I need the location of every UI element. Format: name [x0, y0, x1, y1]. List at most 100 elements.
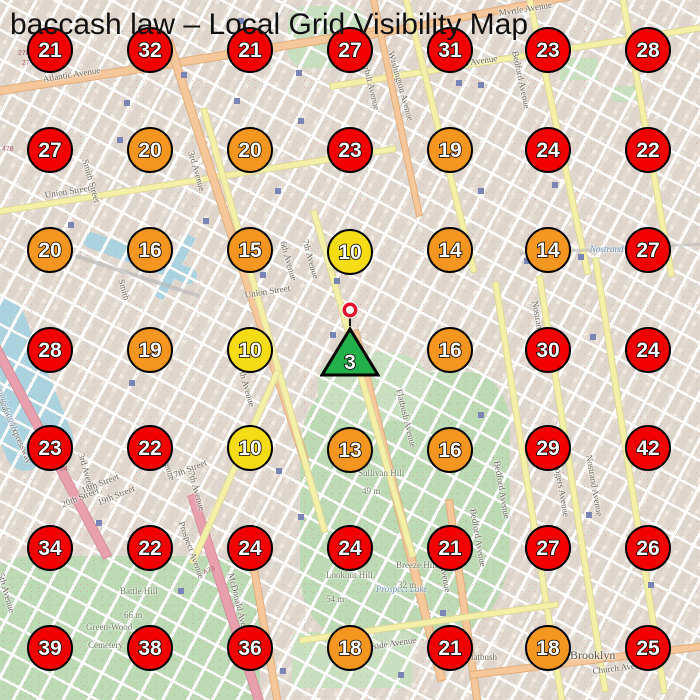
map-label: Brooklyn	[570, 648, 616, 662]
map-label: 478	[2, 146, 14, 153]
map-label: Green-Wood	[86, 622, 133, 632]
grid-marker[interactable]: 20	[227, 127, 273, 173]
grid-marker[interactable]: 16	[127, 227, 173, 273]
grid-marker[interactable]: 22	[127, 525, 173, 571]
transit-node	[478, 82, 484, 88]
grid-marker-value: 16	[138, 238, 163, 262]
grid-marker-value: 20	[238, 138, 263, 162]
grid-marker[interactable]: 14	[525, 227, 571, 273]
grid-marker[interactable]: 24	[625, 327, 671, 373]
transit-node	[181, 72, 187, 78]
center-site-triangle-marker[interactable]: 3	[320, 326, 380, 378]
grid-marker-value: 22	[636, 138, 661, 162]
grid-marker[interactable]: 31	[427, 27, 473, 73]
transit-node	[275, 188, 281, 194]
grid-marker[interactable]: 10	[227, 327, 273, 373]
grid-marker-value: 23	[338, 138, 363, 162]
grid-marker-value: 21	[438, 636, 463, 660]
grid-marker[interactable]: 23	[327, 127, 373, 173]
grid-marker-value: 27	[536, 536, 561, 560]
grid-marker[interactable]: 19	[427, 127, 473, 173]
grid-marker[interactable]: 26	[625, 525, 671, 571]
grid-marker[interactable]: 16	[427, 327, 473, 373]
grid-marker-value: 13	[338, 438, 363, 462]
grid-marker[interactable]: 27	[27, 127, 73, 173]
map-label: Cemetery	[88, 640, 123, 650]
location-pin[interactable]	[340, 301, 360, 332]
grid-marker[interactable]: 39	[27, 625, 73, 671]
grid-marker[interactable]: 20	[27, 227, 73, 273]
grid-marker[interactable]: 24	[327, 525, 373, 571]
page-title: baccash law – Local Grid Visibility Map	[10, 8, 529, 41]
grid-marker-value: 18	[338, 636, 363, 660]
grid-marker[interactable]: 34	[27, 525, 73, 571]
grid-marker[interactable]: 23	[525, 27, 571, 73]
grid-marker[interactable]: 19	[127, 327, 173, 373]
grid-marker-value: 38	[138, 636, 163, 660]
transit-node	[276, 468, 282, 474]
grid-marker[interactable]: 22	[127, 425, 173, 471]
grid-marker[interactable]: 27	[327, 27, 373, 73]
grid-marker-value: 27	[38, 138, 63, 162]
transit-node	[398, 672, 404, 678]
grid-marker[interactable]: 32	[127, 27, 173, 73]
grid-marker[interactable]: 24	[525, 127, 571, 173]
grid-marker-value: 26	[636, 536, 661, 560]
grid-marker[interactable]: 29	[525, 425, 571, 471]
map-label: Flatbush	[466, 652, 498, 662]
map-label: 27	[22, 60, 30, 67]
grid-marker[interactable]: 36	[227, 625, 273, 671]
grid-marker-value: 24	[238, 536, 263, 560]
map-label: 32 m	[398, 580, 417, 590]
grid-marker[interactable]: 15	[227, 227, 273, 273]
grid-marker-value: 34	[38, 536, 63, 560]
grid-marker[interactable]: 21	[427, 625, 473, 671]
grid-marker[interactable]: 23	[27, 425, 73, 471]
grid-marker[interactable]: 16	[427, 427, 473, 473]
grid-marker[interactable]: 14	[427, 227, 473, 273]
grid-marker-value: 15	[238, 238, 263, 262]
grid-marker-value: 19	[138, 338, 163, 362]
grid-marker[interactable]: 18	[327, 625, 373, 671]
grid-marker-value: 27	[338, 38, 363, 62]
grid-marker-value: 10	[238, 436, 263, 460]
grid-marker[interactable]: 21	[227, 27, 273, 73]
grid-marker-value: 20	[138, 138, 163, 162]
grid-marker[interactable]: 21	[427, 525, 473, 571]
grid-marker-value: 36	[238, 636, 263, 660]
grid-marker[interactable]: 30	[525, 327, 571, 373]
grid-marker[interactable]: 21	[27, 27, 73, 73]
grid-marker[interactable]: 22	[625, 127, 671, 173]
grid-marker[interactable]: 27	[525, 525, 571, 571]
grid-marker-value: 32	[138, 38, 163, 62]
transit-node	[296, 70, 302, 76]
grid-marker[interactable]: 27	[625, 227, 671, 273]
grid-marker[interactable]: 18	[525, 625, 571, 671]
map-label: Sullivan Hill	[358, 468, 405, 478]
grid-marker[interactable]: 25	[625, 625, 671, 671]
transit-node	[260, 272, 266, 278]
transit-node	[124, 100, 130, 106]
map-label: 66 m	[124, 610, 143, 620]
grid-marker-value: 16	[438, 438, 463, 462]
grid-marker[interactable]: 10	[327, 229, 373, 275]
triangle-icon	[320, 326, 380, 377]
grid-marker[interactable]: 20	[127, 127, 173, 173]
grid-marker[interactable]: 24	[227, 525, 273, 571]
transit-node	[330, 332, 336, 338]
map-label: Lookout Hill	[326, 570, 373, 580]
grid-marker[interactable]: 28	[625, 27, 671, 73]
map-label: Nostrand Avenue	[590, 244, 652, 254]
grid-marker[interactable]: 28	[27, 327, 73, 373]
grid-marker[interactable]: 42	[625, 425, 671, 471]
grid-marker-value: 30	[536, 338, 561, 362]
transit-node	[203, 218, 209, 224]
grid-marker-value: 23	[38, 436, 63, 460]
grid-marker-value: 24	[636, 338, 661, 362]
grid-marker[interactable]: 10	[227, 425, 273, 471]
grid-marker-value: 24	[536, 138, 561, 162]
map-label: 54 m	[326, 594, 345, 604]
grid-marker[interactable]: 13	[327, 427, 373, 473]
grid-marker[interactable]: 38	[127, 625, 173, 671]
